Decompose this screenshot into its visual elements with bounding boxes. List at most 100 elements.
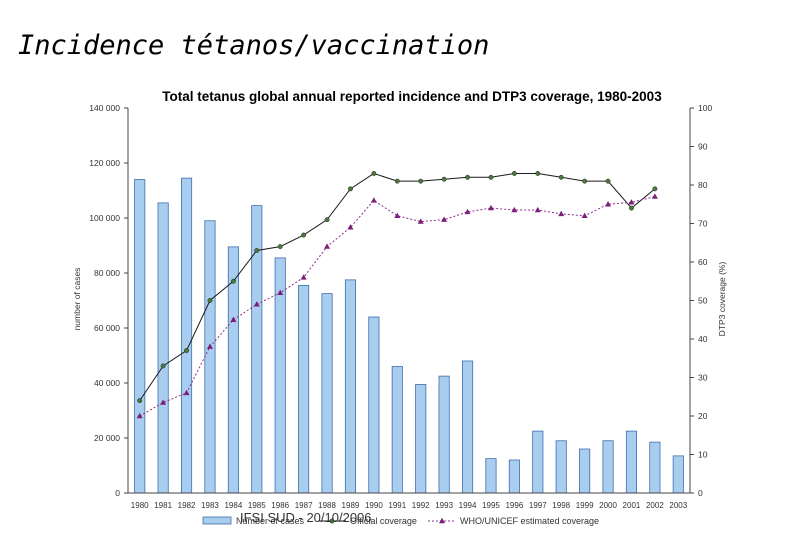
official-coverage-point <box>137 398 143 404</box>
official-coverage-point <box>254 248 260 253</box>
footer-text: IFSI SUD - 20/10/2006 <box>240 510 372 525</box>
official-coverage-point <box>418 178 424 184</box>
x-tick-label: 1986 <box>271 501 289 510</box>
bar <box>204 220 216 494</box>
official-coverage-point <box>184 348 189 353</box>
who-coverage-point <box>136 412 143 419</box>
bar <box>298 284 310 494</box>
bar <box>180 177 193 494</box>
slide-title: Incidence tétanos/vaccination <box>18 30 490 61</box>
who-coverage-point <box>300 274 307 280</box>
x-tick-label: 1982 <box>178 501 196 510</box>
legend-marker-who <box>439 517 445 524</box>
x-tick-label: 1988 <box>318 501 336 510</box>
official-coverage-point <box>465 174 470 180</box>
legend-label-official: Official coverage <box>350 516 417 526</box>
legend-marker-official <box>329 518 335 524</box>
x-tick-label: 1993 <box>435 501 453 510</box>
x-tick-label: 1991 <box>388 501 406 510</box>
y2-tick-label: 60 <box>698 257 708 267</box>
y-tick-label: 0 <box>115 488 120 498</box>
official-coverage-point <box>629 205 634 211</box>
who-coverage-point <box>347 224 354 230</box>
y-tick-label: 20 000 <box>94 433 120 443</box>
who-coverage-point <box>534 206 541 213</box>
bar <box>602 440 614 494</box>
official-coverage-point <box>324 217 330 223</box>
x-tick-label: 1980 <box>131 501 149 510</box>
who-coverage-point <box>277 289 284 295</box>
bar <box>157 202 169 494</box>
official-coverage-point <box>441 176 447 182</box>
y-axis-label: number of cases <box>72 268 82 331</box>
x-tick-label: 1985 <box>248 501 266 510</box>
official-coverage-point <box>207 298 213 303</box>
official-coverage-point <box>652 186 658 192</box>
y-tick-label: 60 000 <box>94 323 120 333</box>
y2-axis-label: DTP3 coverage (%) <box>717 262 727 337</box>
who-coverage-point <box>206 343 213 349</box>
who-coverage-point <box>183 389 190 396</box>
y2-tick-label: 100 <box>698 103 712 113</box>
who-coverage-point <box>253 301 260 307</box>
official-coverage-point <box>558 174 564 180</box>
x-tick-label: 1987 <box>295 501 313 510</box>
official-coverage-point <box>230 278 236 284</box>
x-tick-label: 1999 <box>576 501 594 510</box>
bar <box>438 375 450 494</box>
bar <box>625 430 638 494</box>
y-tick-label: 40 000 <box>94 378 120 388</box>
official-coverage-point <box>535 171 541 176</box>
official-coverage-point <box>348 186 353 192</box>
chart-title: Total tetanus global annual reported inc… <box>162 89 662 104</box>
x-tick-label: 1995 <box>482 501 500 510</box>
legend-label-who: WHO/UNICEF estimated coverage <box>460 516 599 526</box>
x-tick-label: 2003 <box>669 501 687 510</box>
who-coverage-point <box>487 204 494 211</box>
y2-tick-label: 90 <box>698 142 708 152</box>
y2-tick-label: 30 <box>698 373 708 383</box>
x-tick-label: 2002 <box>646 501 664 510</box>
x-tick-label: 1984 <box>224 501 242 510</box>
y2-tick-label: 0 <box>698 488 703 498</box>
official-coverage-point <box>488 174 494 180</box>
who-coverage-point <box>324 243 331 249</box>
x-tick-label: 2000 <box>599 501 617 510</box>
bar <box>321 293 333 494</box>
who-coverage-point <box>511 206 518 213</box>
bar <box>579 448 591 494</box>
who-coverage-point <box>558 210 565 217</box>
x-tick-label: 1994 <box>459 501 477 510</box>
bar <box>508 459 520 494</box>
who-coverage-point <box>417 218 424 224</box>
bar <box>485 458 497 494</box>
y2-tick-label: 70 <box>698 219 708 229</box>
y2-tick-label: 10 <box>698 450 708 460</box>
who-coverage-point <box>370 197 377 203</box>
x-tick-label: 1983 <box>201 501 219 510</box>
official-coverage-point <box>394 178 400 184</box>
bar <box>344 279 357 494</box>
official-coverage-point <box>582 178 588 184</box>
x-tick-label: 1981 <box>154 501 172 510</box>
bar <box>649 441 661 494</box>
bar <box>461 360 474 494</box>
y2-tick-label: 40 <box>698 334 708 344</box>
y2-tick-label: 20 <box>698 411 708 421</box>
bar <box>391 366 403 494</box>
legend-label-cases: Number of cases <box>236 516 305 526</box>
y2-tick-label: 50 <box>698 296 708 306</box>
bar <box>134 179 146 494</box>
bar <box>532 430 544 494</box>
y2-tick-label: 80 <box>698 180 708 190</box>
bar <box>368 316 380 494</box>
legend-swatch-cases <box>202 516 232 525</box>
y-tick-label: 120 000 <box>89 158 120 168</box>
who-coverage-point <box>605 201 612 207</box>
bar <box>672 455 684 494</box>
y-tick-label: 80 000 <box>94 268 120 278</box>
who-coverage-point <box>394 212 401 218</box>
who-coverage-point <box>628 199 635 205</box>
x-tick-label: 1992 <box>412 501 430 510</box>
